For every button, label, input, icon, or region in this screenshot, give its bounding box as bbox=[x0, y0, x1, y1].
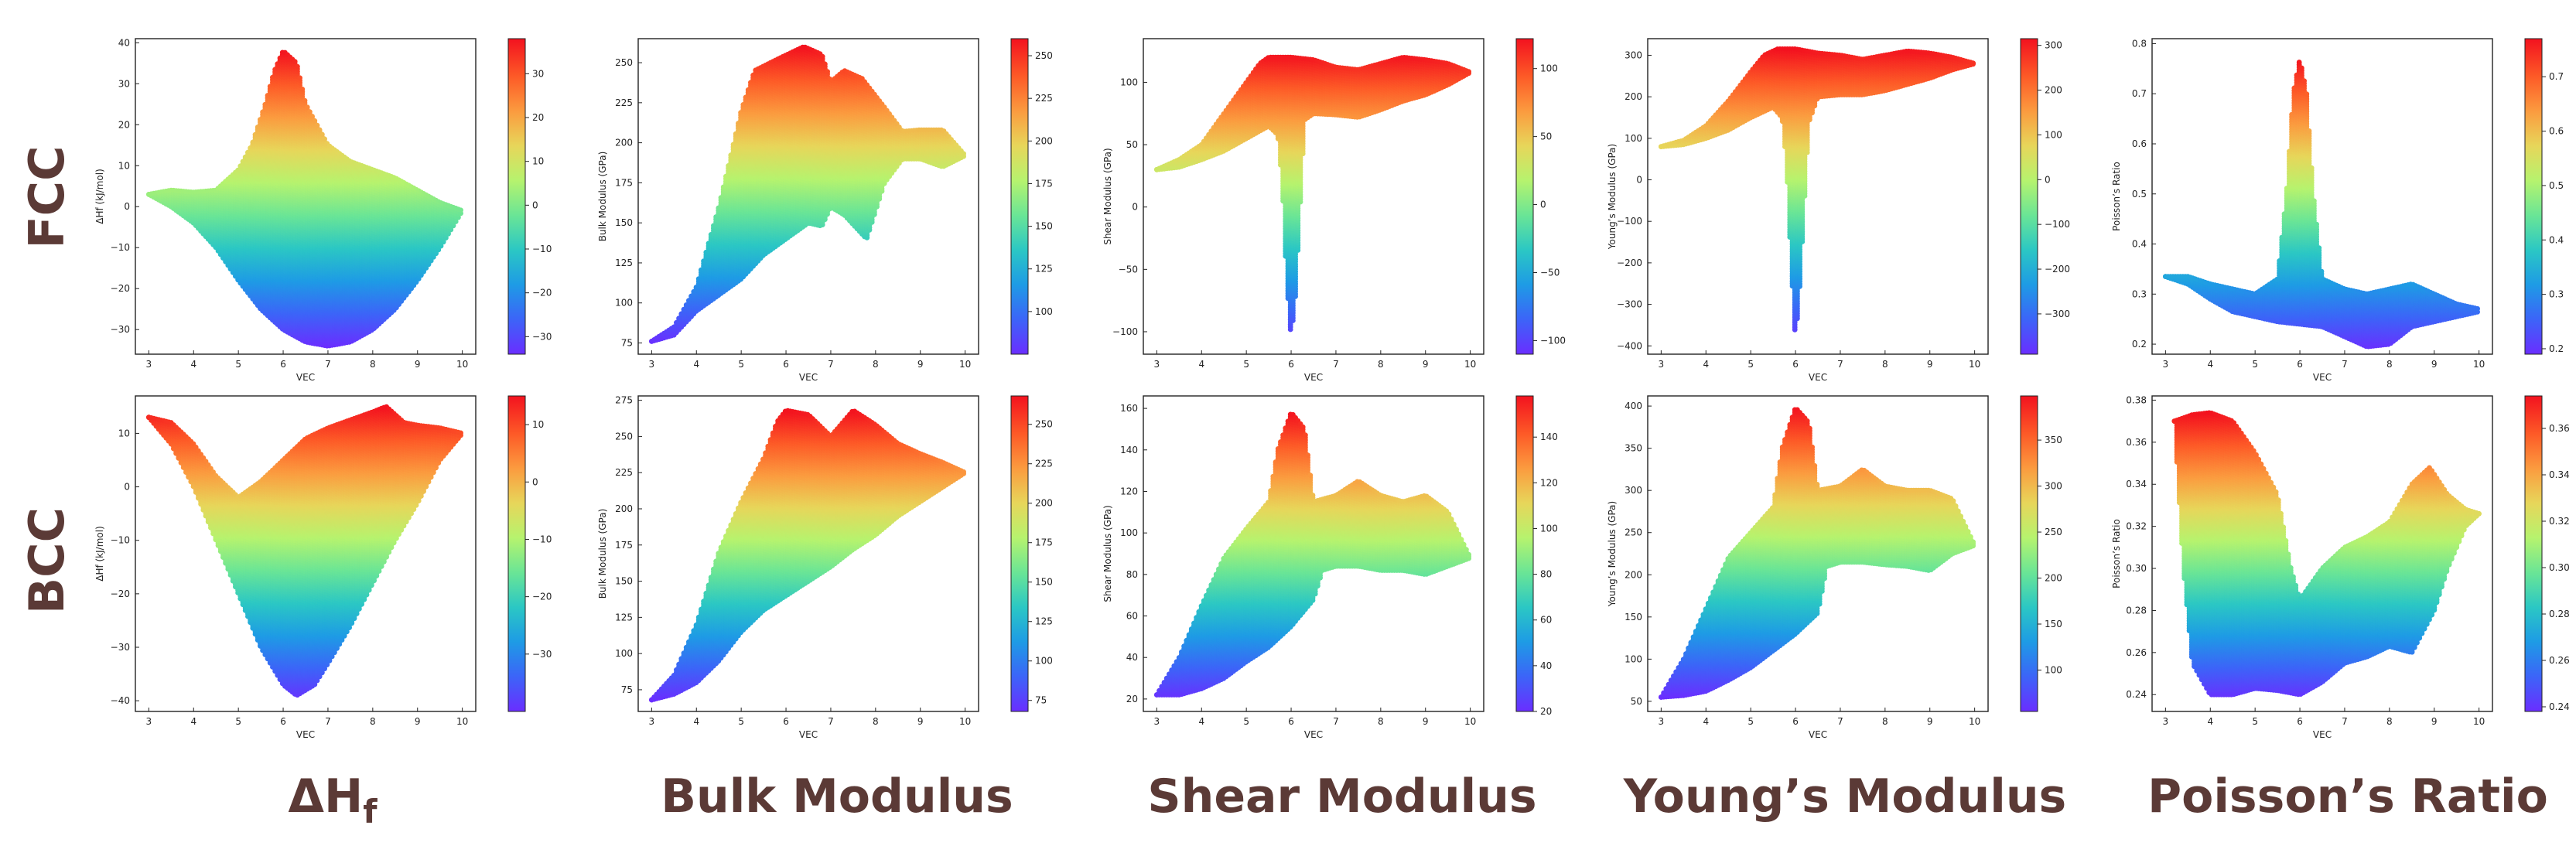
data-point bbox=[297, 75, 302, 81]
data-point bbox=[322, 136, 327, 142]
data-point bbox=[292, 59, 298, 65]
row-label-fcc: FCC bbox=[19, 145, 75, 248]
data-point bbox=[314, 122, 320, 128]
data-point bbox=[295, 63, 300, 70]
data-point bbox=[304, 104, 310, 111]
data-point bbox=[307, 109, 313, 115]
data-point bbox=[319, 131, 325, 138]
data-point bbox=[299, 87, 306, 92]
data-point bbox=[309, 114, 315, 119]
row-label-bcc: BCC bbox=[19, 507, 75, 614]
data-point bbox=[316, 127, 323, 133]
data-point bbox=[312, 118, 318, 124]
data-point bbox=[302, 97, 308, 104]
